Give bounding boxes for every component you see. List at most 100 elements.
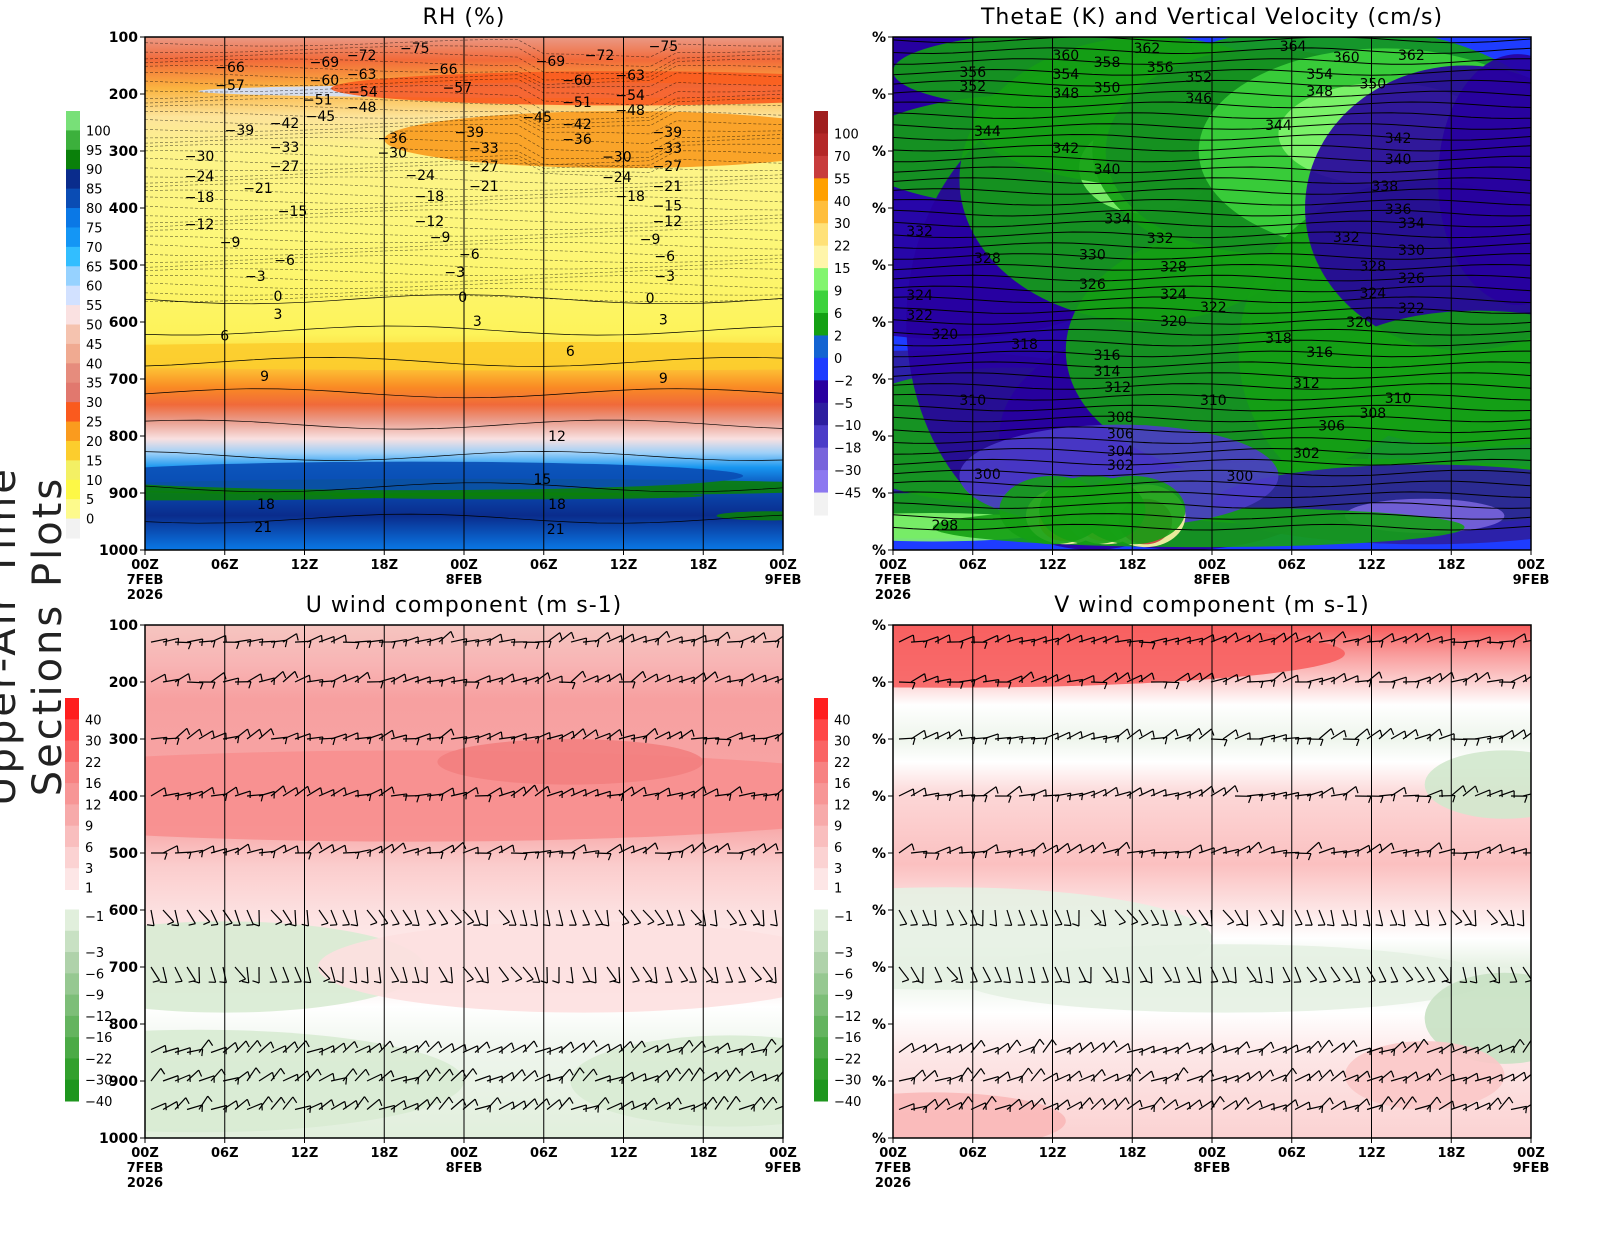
isotherm-line: [145, 130, 783, 153]
wind-barb-flag: [417, 1077, 420, 1085]
contour-label: 12: [548, 429, 566, 445]
wind-barb-flag: [1345, 979, 1353, 983]
contour-label: −18: [185, 190, 215, 206]
colorbar-swatch: [65, 740, 79, 763]
wind-barb-flag: [763, 843, 767, 851]
wind-barb-flag: [1333, 979, 1341, 983]
colorbar-swatch: [814, 111, 828, 134]
wind-barb: [162, 845, 178, 854]
colorbar-swatch: [65, 930, 79, 953]
wind-barb: [1522, 1103, 1531, 1111]
wind-barb: [1246, 909, 1249, 927]
wind-barb: [402, 909, 413, 924]
y-tick-label: 600: [109, 903, 138, 919]
wind-barb: [186, 909, 196, 924]
wind-barb: [534, 1098, 548, 1110]
wind-barb: [934, 966, 943, 982]
wind-barb: [690, 966, 697, 983]
wind-barb: [1318, 1039, 1330, 1053]
wind-barb-flag: [657, 922, 665, 926]
contour-label: 320: [931, 327, 958, 343]
wind-barb: [982, 733, 999, 740]
wind-barb-flag: [1292, 1067, 1298, 1075]
y-tick-label: 300: [109, 144, 138, 160]
contour-label: −6: [654, 249, 675, 265]
wind-barb: [738, 1103, 755, 1111]
y-tick-label: 400: [109, 789, 138, 805]
wind-barb-flag: [571, 682, 576, 690]
wind-barb-flag: [1380, 796, 1384, 804]
wind-barb-flag: [187, 642, 192, 650]
wind-barb-flag: [380, 1074, 383, 1082]
isotherm-line: [145, 111, 783, 129]
colorbar-label: −30: [834, 1074, 861, 1089]
wind-barb-flag: [201, 1049, 204, 1057]
isotherm-line: [145, 65, 783, 85]
wind-barb: [270, 844, 286, 854]
colorbar-label: −30: [834, 464, 861, 479]
wind-barb-flag: [1390, 1070, 1395, 1078]
contour-label: −30: [185, 149, 215, 165]
colorbar-label: −40: [85, 1095, 112, 1110]
wind-barb: [1486, 966, 1497, 981]
wind-barb-flag: [984, 737, 988, 745]
wind-barb: [282, 1096, 294, 1110]
contour-label: −21: [653, 179, 683, 195]
wind-barb: [1018, 849, 1035, 854]
wind-barb-flag: [911, 682, 916, 690]
wind-barb: [898, 1103, 915, 1111]
contour-label: 326: [1079, 277, 1106, 293]
wind-barb: [402, 1044, 418, 1054]
colorbar-swatch: [814, 133, 828, 157]
wind-barb-flag: [402, 842, 407, 850]
wind-barb-flag: [688, 1068, 694, 1075]
wind-barb-flag: [1436, 1096, 1442, 1104]
colorbar-swatch: [66, 421, 80, 442]
contour-label: −60: [562, 73, 592, 89]
contour-label: 316: [1094, 348, 1121, 364]
wind-barb: [946, 1043, 962, 1054]
wind-barb: [630, 966, 640, 981]
wind-barb: [498, 966, 510, 981]
wind-barb-flag: [1040, 1068, 1046, 1075]
wind-barb: [1390, 786, 1405, 797]
colorbar-swatch: [66, 208, 80, 228]
wind-barb-flag: [1317, 1040, 1322, 1048]
wind-barb: [982, 679, 999, 683]
wind-barb-flag: [465, 679, 468, 687]
colorbar-label: −9: [85, 989, 104, 1004]
wind-barb: [162, 909, 175, 923]
wind-barb: [198, 786, 213, 797]
wind-barb: [630, 909, 642, 924]
wind-barb: [318, 635, 335, 643]
wind-barb: [1198, 634, 1214, 643]
wind-barb: [366, 1098, 380, 1110]
wind-barb-flag: [1103, 1042, 1107, 1050]
colorbar-label: 30: [85, 735, 102, 750]
wind-barb-flag: [246, 924, 254, 926]
wind-barb-flag: [1524, 633, 1527, 641]
wind-barb-flag: [1516, 923, 1524, 927]
wind-barb: [1294, 1101, 1310, 1111]
colorbar-label: 95: [86, 144, 103, 159]
colorbar-label: 50: [86, 319, 103, 334]
wind-barb: [270, 671, 284, 683]
wind-barb: [1270, 966, 1274, 983]
wind-barb: [738, 791, 755, 797]
wind-barb-flag: [1512, 1074, 1515, 1082]
wind-barb: [1354, 1098, 1368, 1110]
wind-barb: [294, 785, 309, 797]
wind-barb: [150, 736, 167, 740]
wind-barb-flag: [536, 642, 540, 650]
wind-barb-flag: [1032, 793, 1036, 801]
wind-barb: [582, 1105, 599, 1111]
wind-barb: [1486, 789, 1503, 797]
wind-barb-flag: [739, 786, 743, 794]
wind-barb-flag: [189, 792, 192, 800]
wind-barb: [1426, 1068, 1438, 1082]
wind-barb: [510, 1044, 526, 1054]
wind-barb: [1246, 1048, 1263, 1054]
wind-barb: [462, 966, 474, 980]
isotherm-line: [145, 91, 783, 114]
wind-barb-flag: [404, 793, 408, 801]
